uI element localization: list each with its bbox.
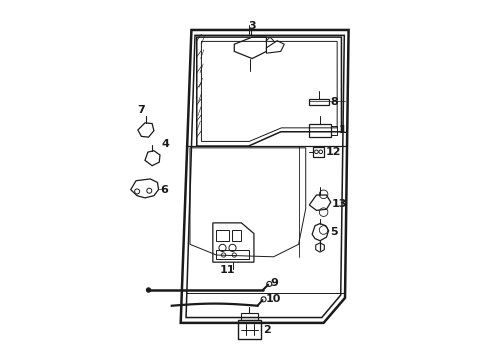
Bar	[309, 99, 329, 105]
Text: 11: 11	[220, 265, 236, 275]
Bar	[331, 126, 337, 135]
Bar	[313, 147, 324, 157]
Circle shape	[147, 288, 151, 292]
Bar	[217, 230, 229, 241]
Bar	[242, 313, 258, 320]
Text: 6: 6	[160, 185, 168, 195]
Text: 10: 10	[266, 294, 281, 303]
Text: 4: 4	[161, 139, 169, 149]
Bar	[238, 320, 261, 339]
Bar	[217, 249, 248, 258]
Text: 9: 9	[270, 278, 279, 288]
Text: 2: 2	[263, 325, 270, 335]
Text: 8: 8	[331, 97, 339, 107]
Text: 1: 1	[339, 125, 346, 135]
Text: 3: 3	[248, 21, 256, 31]
Text: 13: 13	[332, 199, 347, 208]
Bar	[232, 230, 242, 241]
Text: 12: 12	[326, 147, 341, 157]
Bar	[309, 123, 331, 137]
Text: 5: 5	[330, 227, 338, 237]
Text: 7: 7	[138, 105, 145, 115]
